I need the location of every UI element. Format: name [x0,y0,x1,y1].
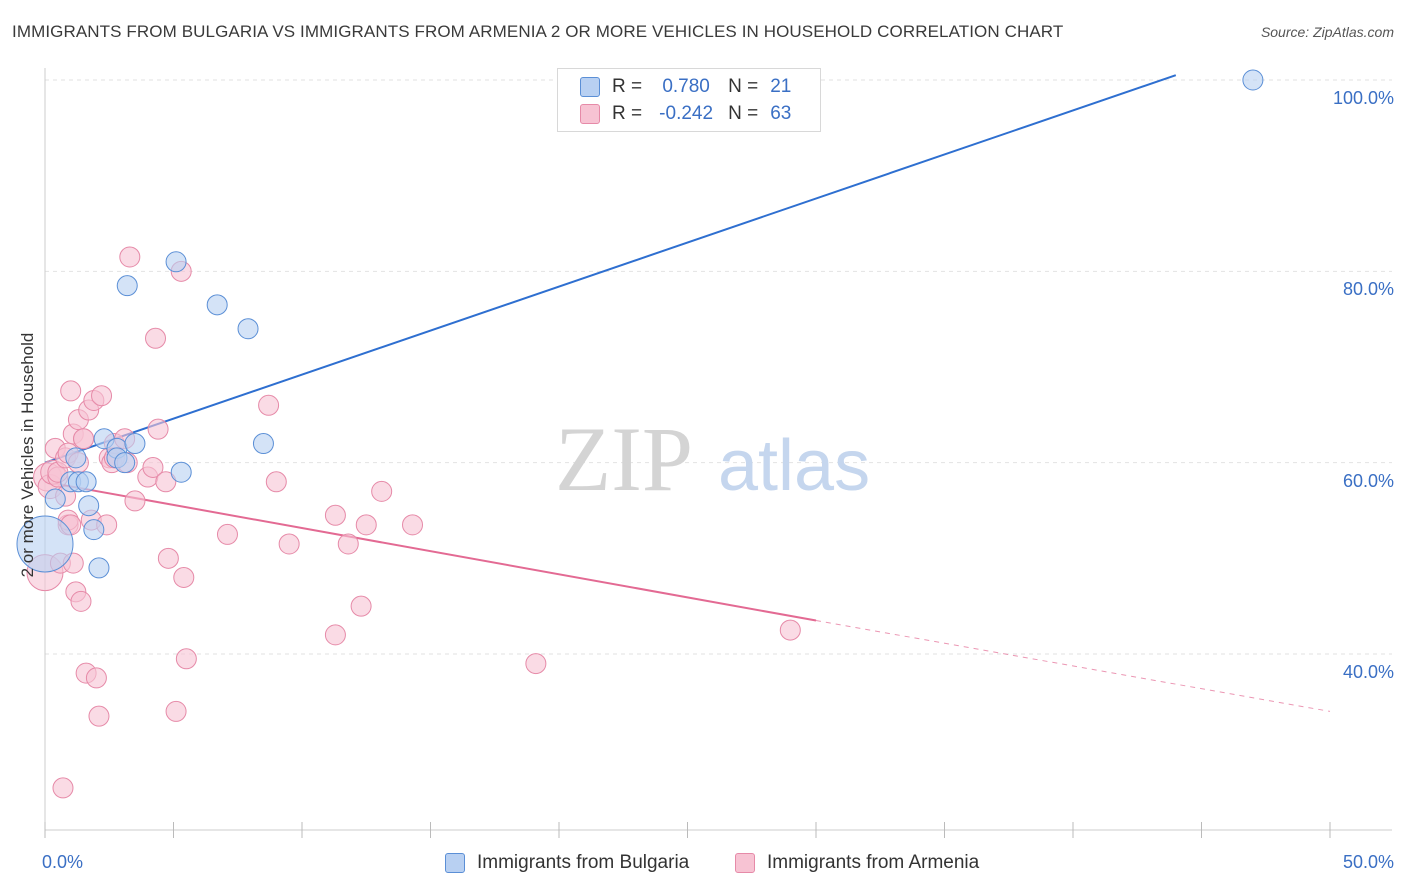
armenia-point-59[interactable] [371,480,393,502]
bulgaria-point-8[interactable] [88,557,110,579]
armenia-swatch [580,104,600,124]
armenia-point-14[interactable] [60,380,82,402]
trend-line-0 [44,74,1177,464]
bulgaria-point-19[interactable] [252,433,274,455]
watermark-zip: ZIP [555,408,693,510]
armenia-point-57[interactable] [350,595,372,617]
bulgaria-n-value: 21 [770,76,792,97]
armenia-point-46[interactable] [165,700,187,722]
armenia-point-41[interactable] [142,456,164,478]
armenia-point-28[interactable] [85,667,107,689]
bulgaria-point-3[interactable] [65,447,87,469]
armenia-n-label: N = [728,103,759,124]
bulgaria-point-5[interactable] [75,471,97,493]
watermark: ZIP atlas [555,408,870,510]
armenia-point-39[interactable] [124,490,146,512]
bulgaria-point-18[interactable] [237,318,259,340]
legend-armenia-label: Immigrants from Armenia [767,852,980,873]
armenia-point-49[interactable] [175,648,197,670]
bulgaria-point-1[interactable] [44,488,66,510]
armenia-n-value: 63 [770,103,792,124]
bulgaria-r-value: 0.780 [662,76,710,97]
legend-row-armenia: R = -0.242 N = 63 [580,102,791,126]
armenia-point-53[interactable] [278,533,300,555]
legend-bulgaria-label: Immigrants from Bulgaria [477,852,690,873]
source-credit: Source: ZipAtlas.com [1260,24,1394,40]
armenia-point-48[interactable] [173,566,195,588]
legend-row-bulgaria: R = 0.780 N = 21 [580,75,791,99]
armenia-point-30[interactable] [91,385,113,407]
legend-item-bulgaria[interactable]: Immigrants from Bulgaria [445,852,689,874]
armenia-point-56[interactable] [337,533,359,555]
bulgaria-point-17[interactable] [206,294,228,316]
armenia-point-50[interactable] [216,523,238,545]
bulgaria-r-label: R = [612,76,643,97]
bulgaria-point-15[interactable] [165,251,187,273]
y-tick-label-2: 80.0% [1342,279,1394,300]
armenia-point-52[interactable] [265,471,287,493]
armenia-point-60[interactable] [402,514,424,536]
bulgaria-point-20[interactable] [1242,69,1264,91]
x-tick-label-1: 50.0% [1342,852,1394,872]
scatter-points [16,69,1264,799]
bulgaria-point-13[interactable] [116,275,138,297]
armenia-point-44[interactable] [155,471,177,493]
bulgaria-swatch [580,77,600,97]
chart-title: IMMIGRANTS FROM BULGARIA VS IMMIGRANTS F… [12,22,1064,41]
armenia-point-51[interactable] [258,394,280,416]
armenia-point-45[interactable] [157,547,179,569]
armenia-point-55[interactable] [324,624,346,646]
armenia-point-23[interactable] [73,428,95,450]
y-tick-label-3: 100.0% [1332,88,1394,108]
armenia-point-21[interactable] [70,590,92,612]
y-tick-label-0: 40.0% [1342,662,1394,682]
armenia-point-43[interactable] [147,418,169,440]
y-tick-label-1: 60.0% [1342,470,1394,491]
armenia-point-62[interactable] [779,619,801,641]
armenia-r-value: -0.242 [659,103,714,124]
bulgaria-point-0[interactable] [16,515,74,573]
armenia-point-8[interactable] [52,777,74,799]
bulgaria-n-label: N = [728,76,759,97]
stats-legend: R = 0.780 N = 21 R = -0.242 N = 63 [557,68,821,132]
trend-line-extension-1 [815,620,1331,712]
trend-lines [44,74,1331,712]
armenia-point-61[interactable] [525,653,547,675]
y-axis-label: 2 or more Vehicles in Household [18,332,37,578]
armenia-point-42[interactable] [145,327,167,349]
gridlines [45,79,1392,655]
trend-line-1 [44,480,817,622]
bulgaria-point-6[interactable] [78,495,100,517]
legend-bulgaria-swatch [445,853,465,873]
bulgaria-point-7[interactable] [83,519,105,541]
armenia-point-38[interactable] [119,246,141,268]
bulgaria-point-16[interactable] [170,461,192,483]
x-tick-label-0: 0.0% [42,852,84,872]
legend-armenia-swatch [735,853,755,873]
armenia-point-54[interactable] [324,504,346,526]
armenia-point-29[interactable] [88,705,110,727]
armenia-point-58[interactable] [355,514,377,536]
series-legend: Immigrants from Bulgaria Immigrants from… [0,852,1406,878]
bulgaria-point-14[interactable] [124,433,146,455]
bulgaria-point-12[interactable] [114,452,136,474]
armenia-r-label: R = [612,103,643,124]
watermark-atlas: atlas [718,426,870,506]
legend-item-armenia[interactable]: Immigrants from Armenia [735,852,979,874]
